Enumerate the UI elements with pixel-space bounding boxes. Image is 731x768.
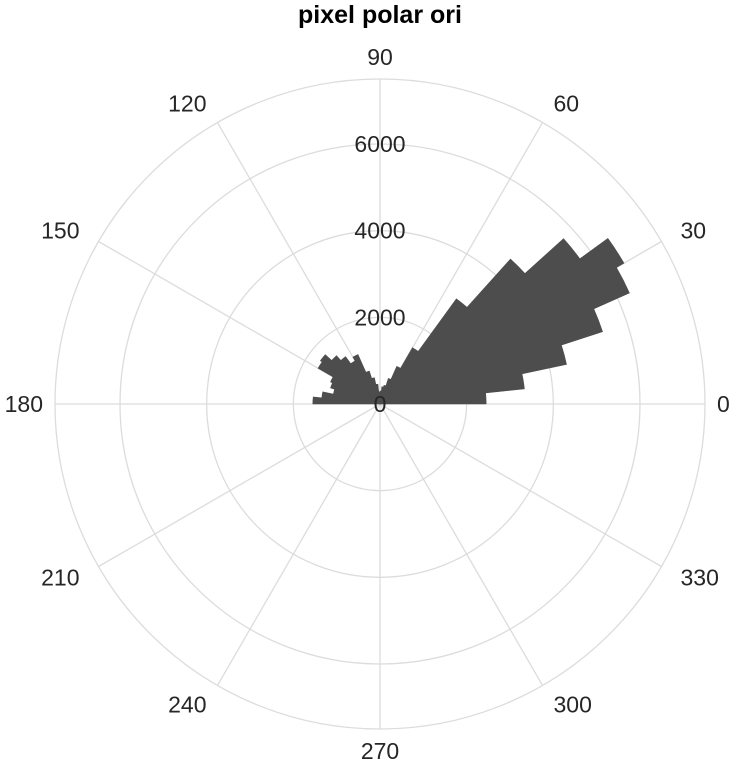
axis-labels: 0 30 60 90 120 150 180 210 240 270 300 330 0 2000 4000… — [5, 44, 730, 764]
histogram-bars — [312, 238, 630, 405]
histogram-bar-10 — [379, 365, 401, 405]
polar-grid — [54, 78, 706, 730]
histogram-bar-11 — [379, 378, 392, 405]
angle-tick-label-210: 210 — [41, 565, 79, 591]
radial-tick-label-4000: 4000 — [354, 218, 405, 244]
radial-tick-label-2000: 2000 — [354, 304, 405, 330]
radial-tick-label-0: 0 — [374, 391, 387, 417]
angle-tick-label-0: 0 — [717, 391, 730, 417]
histogram-bar-5 — [379, 238, 625, 405]
angle-tick-label-150: 150 — [41, 218, 79, 244]
histogram-bar-13 — [379, 386, 384, 405]
histogram-bar-25 — [330, 376, 381, 405]
histogram-bar-12 — [379, 384, 387, 405]
radial-tick-label-6000: 6000 — [354, 131, 405, 157]
histogram-bar-23 — [319, 354, 381, 405]
histogram-bar-14 — [379, 390, 382, 405]
angle-tick-label-300: 300 — [554, 692, 592, 718]
histogram-bar-29 — [312, 396, 381, 405]
angle-tick-label-30: 30 — [681, 218, 707, 244]
histogram-bar-19 — [352, 354, 381, 405]
grid-spoke-210 — [98, 403, 381, 568]
angle-tick-label-120: 120 — [168, 90, 206, 116]
angle-tick-label-330: 330 — [681, 565, 719, 591]
histogram-bar-9 — [379, 347, 419, 405]
histogram-bar-24 — [317, 361, 381, 405]
angle-tick-label-90: 90 — [367, 44, 393, 70]
histogram-bar-6 — [379, 238, 581, 405]
histogram-bar-26 — [330, 382, 381, 405]
grid-spoke-240 — [216, 403, 381, 686]
chart-title: pixel polar ori — [298, 1, 462, 29]
angle-tick-label-270: 270 — [361, 738, 399, 764]
angle-tick-label-180: 180 — [5, 391, 43, 417]
angle-tick-label-240: 240 — [168, 692, 206, 718]
histogram-bar-7 — [379, 258, 526, 405]
grid-spoke-300 — [379, 403, 544, 686]
angle-tick-label-60: 60 — [554, 90, 580, 116]
grid-spoke-330 — [379, 403, 662, 568]
histogram-bar-8 — [379, 298, 468, 405]
